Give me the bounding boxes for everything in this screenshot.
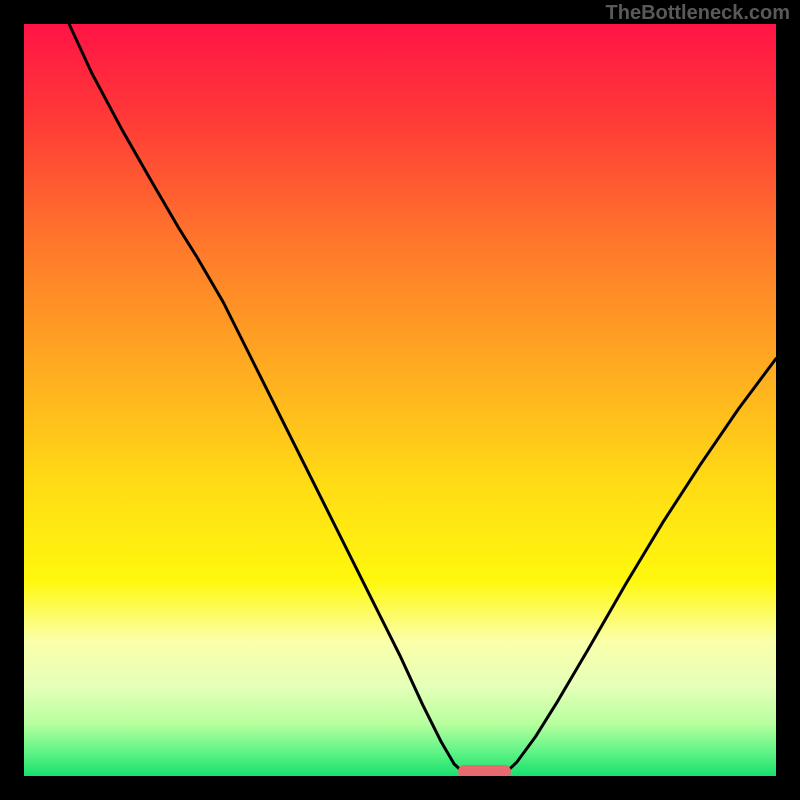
curve-left-branch — [69, 24, 464, 773]
chart-frame: TheBottleneck.com — [0, 0, 800, 800]
optimal-marker — [458, 765, 511, 776]
bottleneck-curve — [24, 24, 776, 776]
watermark-text: TheBottleneck.com — [606, 2, 790, 25]
plot-area — [24, 24, 776, 776]
curve-right-branch — [505, 359, 776, 773]
